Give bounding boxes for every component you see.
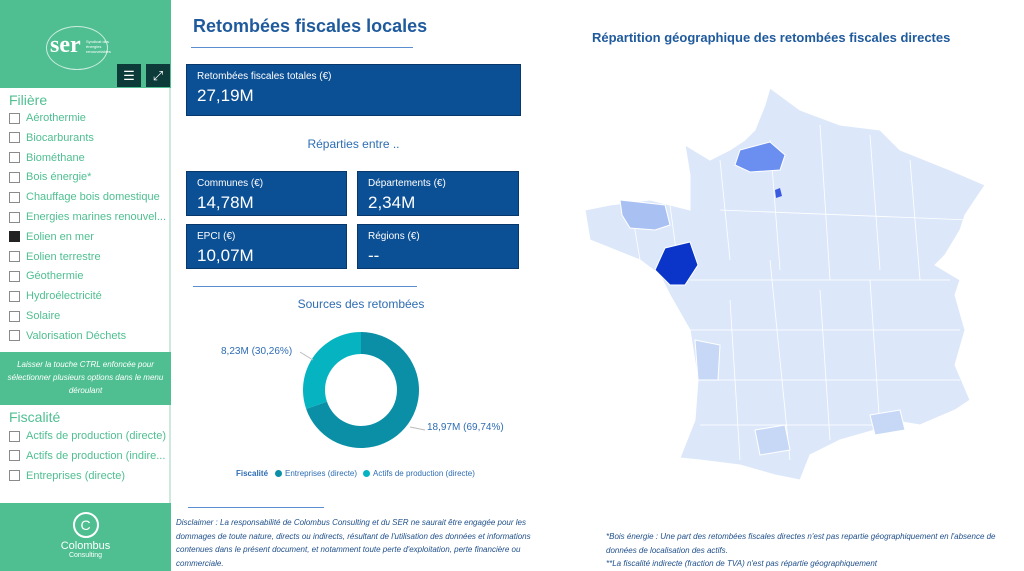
divider [193,286,417,287]
data-label-actifs: 8,23M (30,26%) [221,346,293,357]
filter-option[interactable]: Biométhane [9,150,85,166]
filiere-title: Filière [9,92,48,108]
divider [191,47,413,48]
option-label: Biocarburants [26,131,94,144]
checkbox[interactable] [9,470,20,482]
filter-option[interactable]: Eolien en mer [9,229,94,245]
filter-option[interactable]: Chauffage bois domestique [9,189,160,205]
filter-option[interactable]: Actifs de production (indire... [9,448,165,464]
checkbox[interactable] [9,231,20,243]
checkbox[interactable] [9,112,20,124]
checkbox[interactable] [9,430,20,442]
checkbox[interactable] [9,251,20,263]
filter-option[interactable]: Valorisation Déchets [9,328,126,344]
filter-option[interactable]: Energies marines renouvel... [9,209,166,225]
filter-option[interactable]: Biocarburants [9,130,94,146]
region-seine-maritime [734,141,786,173]
filter-option[interactable]: Aérothermie [9,110,86,126]
checkbox[interactable] [9,171,20,183]
option-label: Eolien terrestre [26,250,101,263]
disclaimer: Disclaimer : La responsabilité de Colomb… [176,518,531,568]
checkbox[interactable] [9,211,20,223]
filter-option[interactable]: Solaire [9,308,60,324]
map-title: Répartition géographique des retombées f… [592,30,951,45]
fiscalite-title: Fiscalité [9,409,61,425]
donut-slice-1[interactable] [303,332,361,409]
legend-entreprises[interactable]: Entreprises (directe) [285,469,358,478]
checkbox[interactable] [9,330,20,342]
option-label: Géothermie [26,270,84,283]
legend-dot-entreprises [275,470,283,477]
option-label: Chauffage bois domestique [26,191,160,204]
option-label: Actifs de production (directe) [26,430,167,442]
region-ille-et-vilaine [619,199,671,231]
card-regions: Régions (€) -- [357,224,519,269]
region-loire-atlantique [654,241,699,286]
page-title: Retombées fiscales locales [193,16,428,36]
region-var [869,409,906,436]
option-label: Hydroélectricité [26,290,102,303]
ser-logo: ser Syndicat des énergies renouvelables [46,26,111,70]
leader-line [409,426,426,431]
region-south [754,424,791,456]
donut-slice-0[interactable] [306,332,419,448]
filter-icon[interactable]: ☰ [117,64,141,87]
checkbox[interactable] [9,290,20,302]
checkbox[interactable] [9,270,20,282]
filter-option[interactable]: Hydroélectricité [9,288,102,304]
filter-option[interactable]: Bois énergie* [9,169,91,185]
checkbox[interactable] [9,450,20,462]
filter-option[interactable]: Eolien terrestre [9,249,101,265]
sources-title: Sources des retombées [297,297,425,311]
option-label: Solaire [26,310,61,322]
option-label: Energies marines renouvel... [26,211,167,223]
france-shape [584,87,986,481]
card-epci: EPCI (€) 10,07M [186,224,347,269]
filter-option[interactable]: Géothermie [9,268,83,284]
option-label: Biométhane [26,151,85,164]
region-paris [775,188,782,198]
legend-dot-actifs [363,470,371,477]
card-communes: Communes (€) 14,78M [186,171,347,216]
option-label: Entreprises (directe) [26,469,126,482]
option-label: Eolien en mer [26,230,94,243]
checkbox[interactable] [9,310,20,322]
sidebar: ser Syndicat des énergies renouvelables ☰… [0,0,171,571]
filter-option[interactable]: Entreprises (directe) [9,468,125,484]
region-south-west [694,339,721,381]
leader-line [299,351,314,361]
sidebar-header: ser Syndicat des énergies renouvelables ☰… [0,0,171,88]
card-departements: Départements (€) 2,34M [357,171,519,216]
legend-actifs[interactable]: Actifs de production (directe) [373,469,475,478]
option-label: Valorisation Déchets [26,329,127,342]
expand-icon[interactable]: ⤢ [146,64,170,87]
ctrl-note: Laisser la touche CTRL enfoncée pour sél… [0,352,171,405]
option-label: Bois énergie* [26,171,92,184]
chart-legend: Fiscalité Entreprises (directe) Actifs d… [236,469,475,478]
option-label: Aérothermie [26,112,86,124]
colombus-c-icon: C [72,512,99,538]
donut-chart [299,332,426,448]
checkbox[interactable] [9,191,20,203]
split-title: Réparties entre .. [307,137,400,151]
filter-option[interactable]: Actifs de production (directe) [9,428,166,444]
total-card: Retombées fiscales totales (€) 27,19M [186,64,521,116]
map-notes: *Bois énergie : Une part des retombées f… [606,532,996,568]
divider [188,507,324,508]
colombus-logo: C Colombus Consulting [0,503,171,571]
option-label: Actifs de production (indire... [26,449,166,462]
checkbox[interactable] [9,132,20,144]
france-map[interactable] [570,80,1000,500]
department-borders [629,124,971,461]
checkbox[interactable] [9,152,20,164]
data-label-entreprises: 18,97M (69,74%) [427,422,504,433]
